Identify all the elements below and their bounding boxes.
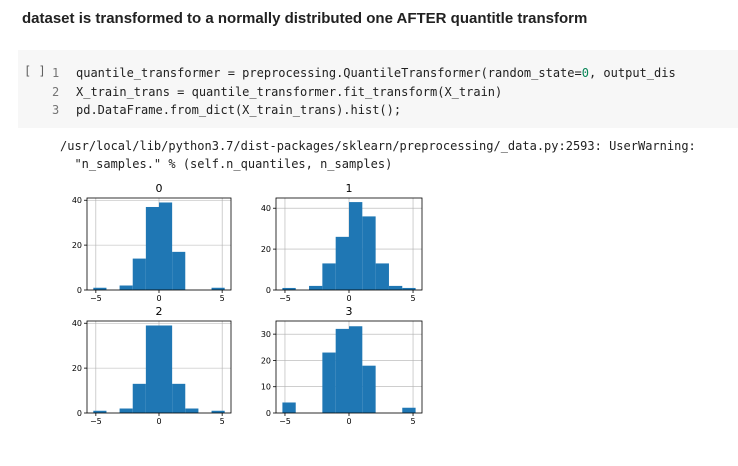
histogram-bar: [362, 365, 376, 413]
histogram-grid: −5 0 5 0 20 40 0 −5 0 5 0 20 40 1 −5 0 5 0 20 40 2 −5 0 5 0 10 20 3…: [72, 182, 423, 426]
code-text: X_train_trans = quantile_transformer.fit…: [76, 84, 503, 99]
histogram-bar: [119, 285, 133, 290]
y-tick-label: 40: [72, 196, 82, 205]
histogram-bar: [402, 407, 416, 413]
y-tick-label: 40: [261, 204, 271, 213]
x-tick-label: 0: [346, 294, 351, 303]
histogram-bar: [362, 216, 376, 290]
histogram-bar: [159, 202, 173, 290]
histogram-bar: [211, 410, 225, 413]
code-text: quantile_transformer = preprocessing.Qua…: [76, 66, 582, 80]
histogram-bar: [335, 236, 349, 290]
code-number-literal: 0: [581, 66, 589, 80]
y-tick-label: 0: [77, 409, 82, 418]
x-tick-label: −5: [279, 417, 291, 426]
x-tick-label: −5: [90, 294, 102, 303]
histogram-bar: [211, 287, 225, 290]
histogram-bar: [132, 383, 146, 413]
histogram-bar: [282, 287, 296, 290]
chart-title: 2: [156, 305, 163, 318]
y-tick-label: 30: [261, 330, 271, 339]
x-tick-label: 0: [156, 417, 161, 426]
histogram-bar: [309, 285, 323, 290]
histogram-bar: [172, 383, 186, 413]
warning-line: /usr/local/lib/python3.7/dist-packages/s…: [60, 139, 696, 153]
x-tick-label: 0: [156, 294, 161, 303]
histogram-bar: [93, 287, 107, 290]
code-line: 2 X_train_trans = quantile_transformer.fi…: [52, 83, 676, 102]
chart-title: 3: [346, 305, 353, 318]
code-text: pd.DataFrame.from_dict(X_train_trans).hi…: [76, 103, 402, 117]
code-line: 1 quantile_transformer = preprocessing.Qu…: [52, 64, 676, 83]
section-heading: dataset is transformed to a normally dis…: [22, 10, 588, 27]
y-tick-label: 0: [266, 286, 271, 295]
warning-line: "n_samples." % (self.n_quantiles, n_samp…: [60, 157, 393, 171]
histogram-bar: [159, 325, 173, 413]
histogram-bar: [93, 410, 107, 413]
y-tick-label: 20: [72, 364, 82, 373]
chart-title: 1: [346, 182, 353, 195]
y-tick-label: 20: [72, 241, 82, 250]
histogram-bar: [132, 258, 146, 290]
x-tick-label: 5: [220, 294, 225, 303]
histogram-bar: [172, 251, 186, 290]
histogram-bar: [145, 325, 159, 413]
x-tick-label: −5: [279, 294, 291, 303]
histogram-bar: [375, 263, 389, 290]
code-cell[interactable]: [ ] 1 quantile_transformer = preprocessin…: [18, 50, 738, 128]
histogram-bar: [185, 408, 199, 413]
x-tick-label: 5: [410, 294, 415, 303]
y-tick-label: 0: [77, 286, 82, 295]
code-editor[interactable]: 1 quantile_transformer = preprocessing.Qu…: [52, 64, 676, 120]
x-tick-label: 0: [346, 417, 351, 426]
line-number: 1: [52, 66, 60, 80]
histogram-bar: [335, 328, 349, 413]
histogram-bar: [282, 402, 296, 413]
code-text-tail: , output_dis: [588, 66, 676, 80]
histogram-bar: [145, 206, 159, 290]
histogram-bar: [349, 326, 363, 413]
y-tick-label: 0: [266, 409, 271, 418]
chart-title: 0: [156, 182, 163, 195]
x-tick-label: 5: [220, 417, 225, 426]
x-tick-label: 5: [410, 417, 415, 426]
y-tick-label: 40: [72, 319, 82, 328]
line-number: 2: [52, 84, 60, 99]
histogram-bar: [402, 287, 416, 290]
y-tick-label: 20: [261, 245, 271, 254]
y-tick-label: 10: [261, 383, 271, 392]
histogram-bar: [388, 285, 403, 290]
histogram-bar: [349, 202, 363, 290]
histogram-bar: [322, 352, 336, 413]
histogram-bar: [119, 408, 133, 413]
line-number: 3: [52, 103, 60, 117]
code-line: 3 pd.DataFrame.from_dict(X_train_trans).h…: [52, 101, 676, 120]
y-tick-label: 20: [261, 356, 271, 365]
histogram-bar: [322, 263, 336, 290]
x-tick-label: −5: [90, 417, 102, 426]
run-cell-button[interactable]: [ ]: [24, 64, 46, 78]
cell-output: /usr/local/lib/python3.7/dist-packages/s…: [60, 137, 696, 173]
